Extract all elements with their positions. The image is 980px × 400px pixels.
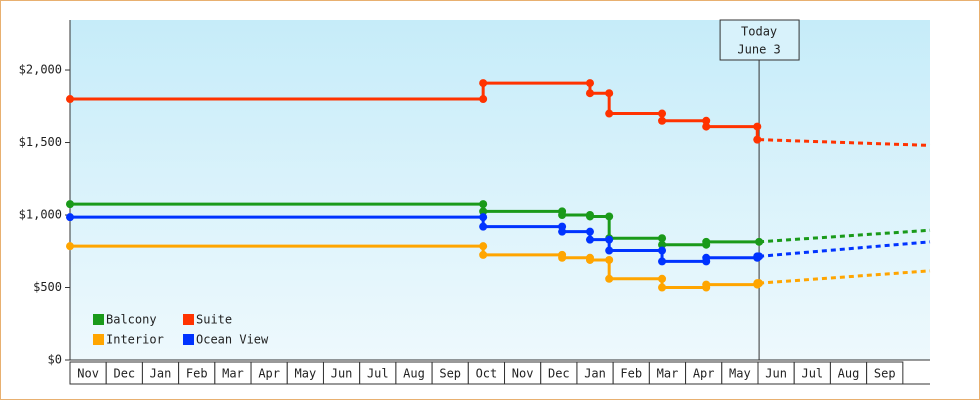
point	[479, 200, 488, 209]
today-box	[719, 19, 800, 61]
x-tick-label: Dec	[548, 367, 570, 381]
series-line	[70, 202, 760, 247]
point	[658, 240, 667, 249]
y-tick-label: $1,000	[19, 208, 62, 222]
x-tick-label: Feb	[186, 367, 208, 381]
forecast-line	[758, 228, 931, 244]
point	[658, 283, 667, 292]
x-tick-label: Jun	[331, 367, 353, 381]
point	[658, 274, 667, 283]
point	[605, 109, 614, 118]
x-tick-label: Apr	[258, 367, 280, 381]
point	[605, 246, 614, 255]
legend-label: Ocean View	[196, 333, 269, 347]
x-tick-label: Sep	[874, 367, 896, 381]
point	[658, 116, 667, 125]
x-tick-label: Jan	[150, 367, 172, 381]
x-tick-label: Jan	[584, 367, 606, 381]
point	[66, 213, 74, 222]
point	[479, 250, 488, 259]
x-tick-label: Jul	[367, 367, 389, 381]
point	[585, 235, 594, 244]
x-tick-label: Aug	[403, 367, 425, 381]
point	[702, 253, 711, 262]
x-tick-label: Sep	[439, 367, 461, 381]
point	[585, 89, 594, 98]
point	[558, 253, 567, 262]
point	[658, 109, 667, 118]
point	[755, 252, 764, 261]
x-tick-label: May	[295, 367, 317, 381]
x-tick-label: Dec	[113, 367, 135, 381]
x-tick-label: Mar	[657, 367, 679, 381]
legend-label: Interior	[106, 333, 164, 347]
point	[585, 212, 594, 221]
point	[755, 237, 764, 246]
legend-swatch	[93, 314, 104, 325]
y-tick-label: $2,000	[19, 63, 62, 77]
point	[479, 242, 488, 251]
point	[479, 213, 488, 222]
x-tick-label: Apr	[693, 367, 715, 381]
point	[66, 95, 74, 104]
point	[702, 122, 711, 131]
x-tick-label: Jun	[765, 367, 787, 381]
point	[605, 212, 614, 221]
point	[66, 242, 74, 251]
x-tick-label: Jul	[801, 367, 823, 381]
x-tick-label: Nov	[77, 367, 99, 381]
y-tick-label: $0	[48, 353, 62, 367]
series-line	[70, 244, 760, 290]
point	[479, 222, 488, 231]
point	[658, 257, 667, 266]
point	[558, 227, 567, 236]
point	[479, 95, 488, 104]
x-tick-label: May	[729, 367, 751, 381]
point	[702, 280, 711, 289]
forecast-line	[759, 138, 931, 147]
point	[702, 116, 711, 125]
point	[605, 255, 614, 264]
plot-area	[70, 20, 930, 360]
point	[658, 246, 667, 255]
x-tick-label: Aug	[838, 367, 860, 381]
legend-swatch	[93, 334, 104, 345]
x-tick-label: Feb	[620, 367, 642, 381]
x-tick-label: Oct	[476, 367, 498, 381]
point	[66, 200, 74, 209]
point	[585, 255, 594, 264]
forecast-line	[758, 240, 931, 258]
point	[755, 279, 764, 288]
series-line	[70, 215, 760, 263]
point	[753, 135, 762, 144]
today-label: Today	[741, 25, 777, 39]
point	[658, 234, 667, 243]
forecast-line	[758, 269, 931, 285]
legend-swatch	[183, 314, 194, 325]
today-label: June 3	[737, 43, 780, 57]
legend-label: Suite	[196, 313, 232, 327]
x-tick-label: Mar	[222, 367, 244, 381]
point	[605, 89, 614, 98]
point	[753, 122, 762, 131]
point	[479, 79, 488, 88]
y-tick-label: $1,500	[19, 135, 62, 149]
x-tick-label: Nov	[512, 367, 534, 381]
point	[585, 227, 594, 236]
point	[605, 235, 614, 244]
y-tick-label: $500	[33, 280, 62, 294]
point	[605, 274, 614, 283]
point	[479, 207, 488, 216]
legend-label: Balcony	[106, 313, 157, 327]
point	[702, 237, 711, 246]
point	[585, 79, 594, 88]
legend-swatch	[183, 334, 194, 345]
point	[558, 211, 567, 220]
